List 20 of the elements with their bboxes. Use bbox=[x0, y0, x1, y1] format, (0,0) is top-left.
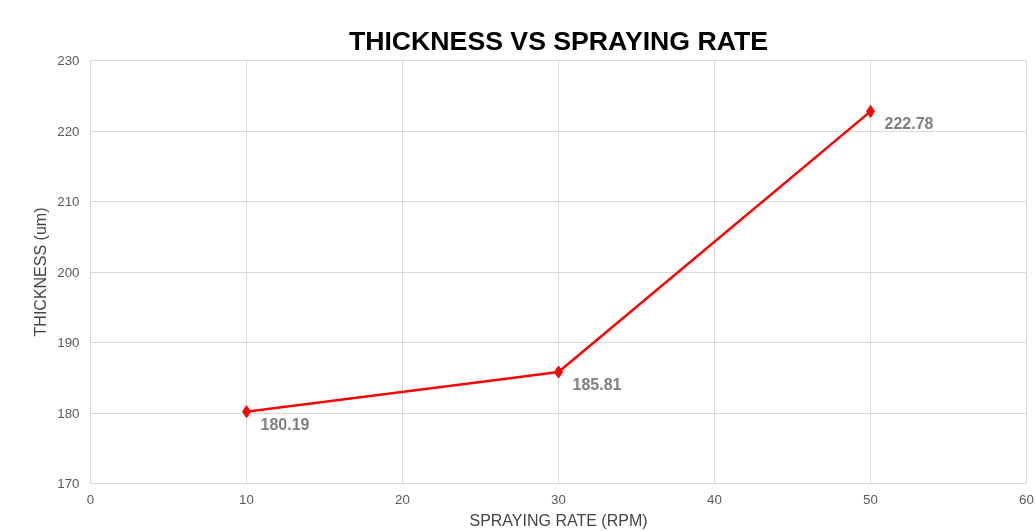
y-tick-label: 190 bbox=[57, 335, 80, 350]
x-tick-label: 0 bbox=[86, 491, 95, 507]
x-tick-label: 40 bbox=[707, 491, 722, 507]
x-tick-label: 60 bbox=[1019, 491, 1034, 507]
data-label: 180.19 bbox=[260, 415, 310, 433]
y-tick-label: 230 bbox=[57, 53, 80, 68]
x-tick-label: 50 bbox=[863, 491, 878, 507]
chart-title: THICKNESS VS SPRAYING RATE bbox=[348, 25, 769, 56]
x-axis-title: SPRAYING RATE (RPM) bbox=[469, 511, 648, 529]
y-tick-label: 200 bbox=[57, 264, 80, 280]
x-tick-label: 30 bbox=[551, 491, 566, 507]
y-axis-title: THICKNESS (um) bbox=[32, 207, 50, 337]
data-label: 185.81 bbox=[572, 376, 622, 394]
y-tick-label: 180 bbox=[57, 405, 80, 421]
data-label: 222.78 bbox=[884, 115, 934, 133]
y-tick-label: 210 bbox=[57, 194, 80, 209]
y-tick-label: 220 bbox=[57, 123, 80, 139]
x-tick-label: 20 bbox=[395, 491, 410, 507]
x-tick-label: 10 bbox=[239, 491, 254, 507]
y-tick-label: 170 bbox=[57, 476, 80, 491]
